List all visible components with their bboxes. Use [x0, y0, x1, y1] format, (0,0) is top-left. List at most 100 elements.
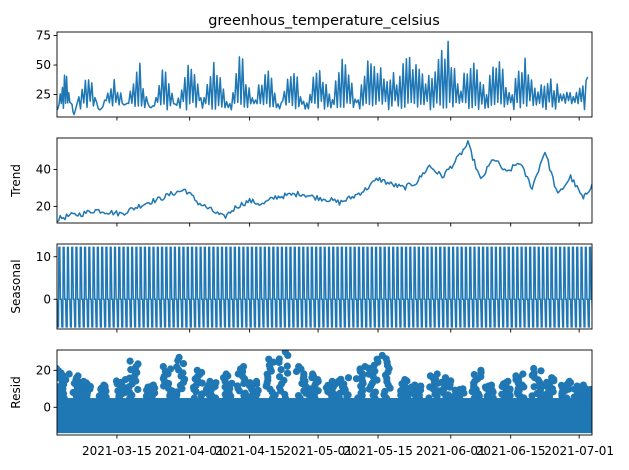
- x-tick-label: 2021-04-15: [215, 444, 285, 458]
- resid-point: [134, 385, 142, 394]
- plot-area: [57, 40, 589, 116]
- resid-point: [378, 351, 386, 360]
- resid-point: [344, 374, 353, 382]
- resid-point: [254, 386, 262, 394]
- resid-dense-band: [57, 398, 592, 434]
- resid-point: [470, 371, 478, 379]
- axes-frame: [56, 31, 593, 118]
- resid-point: [277, 366, 285, 374]
- trend-line: [57, 140, 592, 223]
- resid-point: [477, 366, 485, 374]
- resid-point: [487, 381, 496, 389]
- resid-point: [283, 362, 291, 370]
- resid-point: [504, 377, 512, 385]
- y-tick-label: 20: [36, 199, 51, 213]
- resid-point: [441, 374, 450, 382]
- observed-line: [57, 40, 589, 116]
- resid-point: [548, 374, 556, 382]
- resid-point: [459, 385, 467, 393]
- y-tick-label: 50: [36, 58, 51, 72]
- resid-point: [173, 363, 181, 371]
- resid-point: [426, 372, 434, 380]
- resid-point: [294, 392, 303, 400]
- resid-point: [537, 367, 545, 375]
- y-axis-label: Trend: [9, 164, 23, 198]
- x-tick-label: 2021-03-15: [82, 444, 152, 458]
- resid-point: [512, 372, 520, 380]
- resid-point: [126, 388, 134, 396]
- plot-area: [57, 350, 592, 434]
- x-tick-label: 2021-06-01: [416, 444, 486, 458]
- resid-point: [565, 377, 574, 385]
- y-tick-label: 75: [36, 29, 51, 43]
- resid-point: [284, 369, 292, 377]
- resid-point: [159, 363, 167, 371]
- axes-frame: [56, 349, 593, 436]
- resid-point: [433, 370, 441, 378]
- y-tick-label: 0: [43, 400, 51, 414]
- plot-area: [57, 140, 592, 223]
- resid-point: [239, 363, 248, 371]
- resid-point: [328, 377, 336, 385]
- resid-point: [275, 355, 283, 363]
- resid-point: [175, 353, 183, 361]
- resid-point: [543, 378, 551, 386]
- resid-point: [222, 370, 230, 378]
- seasonal-line: [57, 246, 592, 328]
- y-axis-label: Resid: [9, 376, 23, 408]
- resid-point: [179, 360, 188, 368]
- resid-point: [265, 355, 273, 363]
- plot-area: [57, 246, 592, 328]
- x-tick-label: 2021-05-01: [283, 444, 353, 458]
- resid-point: [212, 379, 220, 387]
- resid-point: [245, 393, 253, 401]
- y-tick-label: 10: [36, 250, 51, 264]
- resid-point: [365, 364, 373, 372]
- figure-title: greenhous_temperature_celsius: [208, 13, 440, 29]
- resid-point: [557, 381, 566, 389]
- resid-point: [112, 377, 121, 385]
- resid-point: [281, 350, 289, 356]
- panel-seasonal: 0 10 Seasonal: [9, 243, 593, 333]
- resid-point: [57, 364, 61, 373]
- resid-point: [193, 366, 201, 374]
- resid-point: [425, 394, 433, 402]
- y-tick-label: 40: [36, 162, 51, 176]
- x-tick-label: 2021-04-01: [155, 444, 225, 458]
- resid-point: [519, 370, 527, 378]
- resid-point: [381, 387, 389, 396]
- resid-point: [190, 394, 198, 402]
- axes-frame: [56, 243, 593, 330]
- panel-resid: 0 20 Resid: [9, 349, 593, 439]
- resid-point: [352, 375, 361, 383]
- resid-point: [573, 382, 581, 390]
- resid-point: [309, 370, 317, 378]
- resid-point: [100, 381, 108, 389]
- resid-point: [132, 377, 140, 385]
- resid-point: [530, 364, 538, 373]
- axes-frame: [56, 137, 593, 224]
- resid-point: [337, 375, 345, 383]
- resid-point: [365, 370, 373, 378]
- resid-point: [206, 377, 214, 385]
- resid-point: [246, 379, 254, 387]
- y-tick-label: 25: [36, 88, 51, 102]
- panel-trend: 20 40 Trend: [9, 137, 593, 227]
- resid-point: [80, 377, 88, 385]
- resid-point: [65, 370, 73, 378]
- y-tick-label: 0: [43, 292, 51, 306]
- resid-point: [411, 381, 419, 389]
- resid-point: [417, 382, 425, 390]
- resid-point: [582, 385, 590, 393]
- resid-point: [530, 383, 538, 391]
- resid-point: [371, 367, 379, 375]
- resid-point: [149, 381, 157, 389]
- resid-point: [401, 376, 409, 384]
- resid-point: [373, 355, 381, 363]
- resid-point: [371, 388, 379, 396]
- x-axis: 2021-03-15 2021-04-012021-04-152021-05-01…: [82, 444, 614, 458]
- x-tick-label: 2021-06-15: [476, 444, 546, 458]
- x-tick-label: 2021-07-01: [544, 444, 614, 458]
- resid-point: [276, 373, 284, 381]
